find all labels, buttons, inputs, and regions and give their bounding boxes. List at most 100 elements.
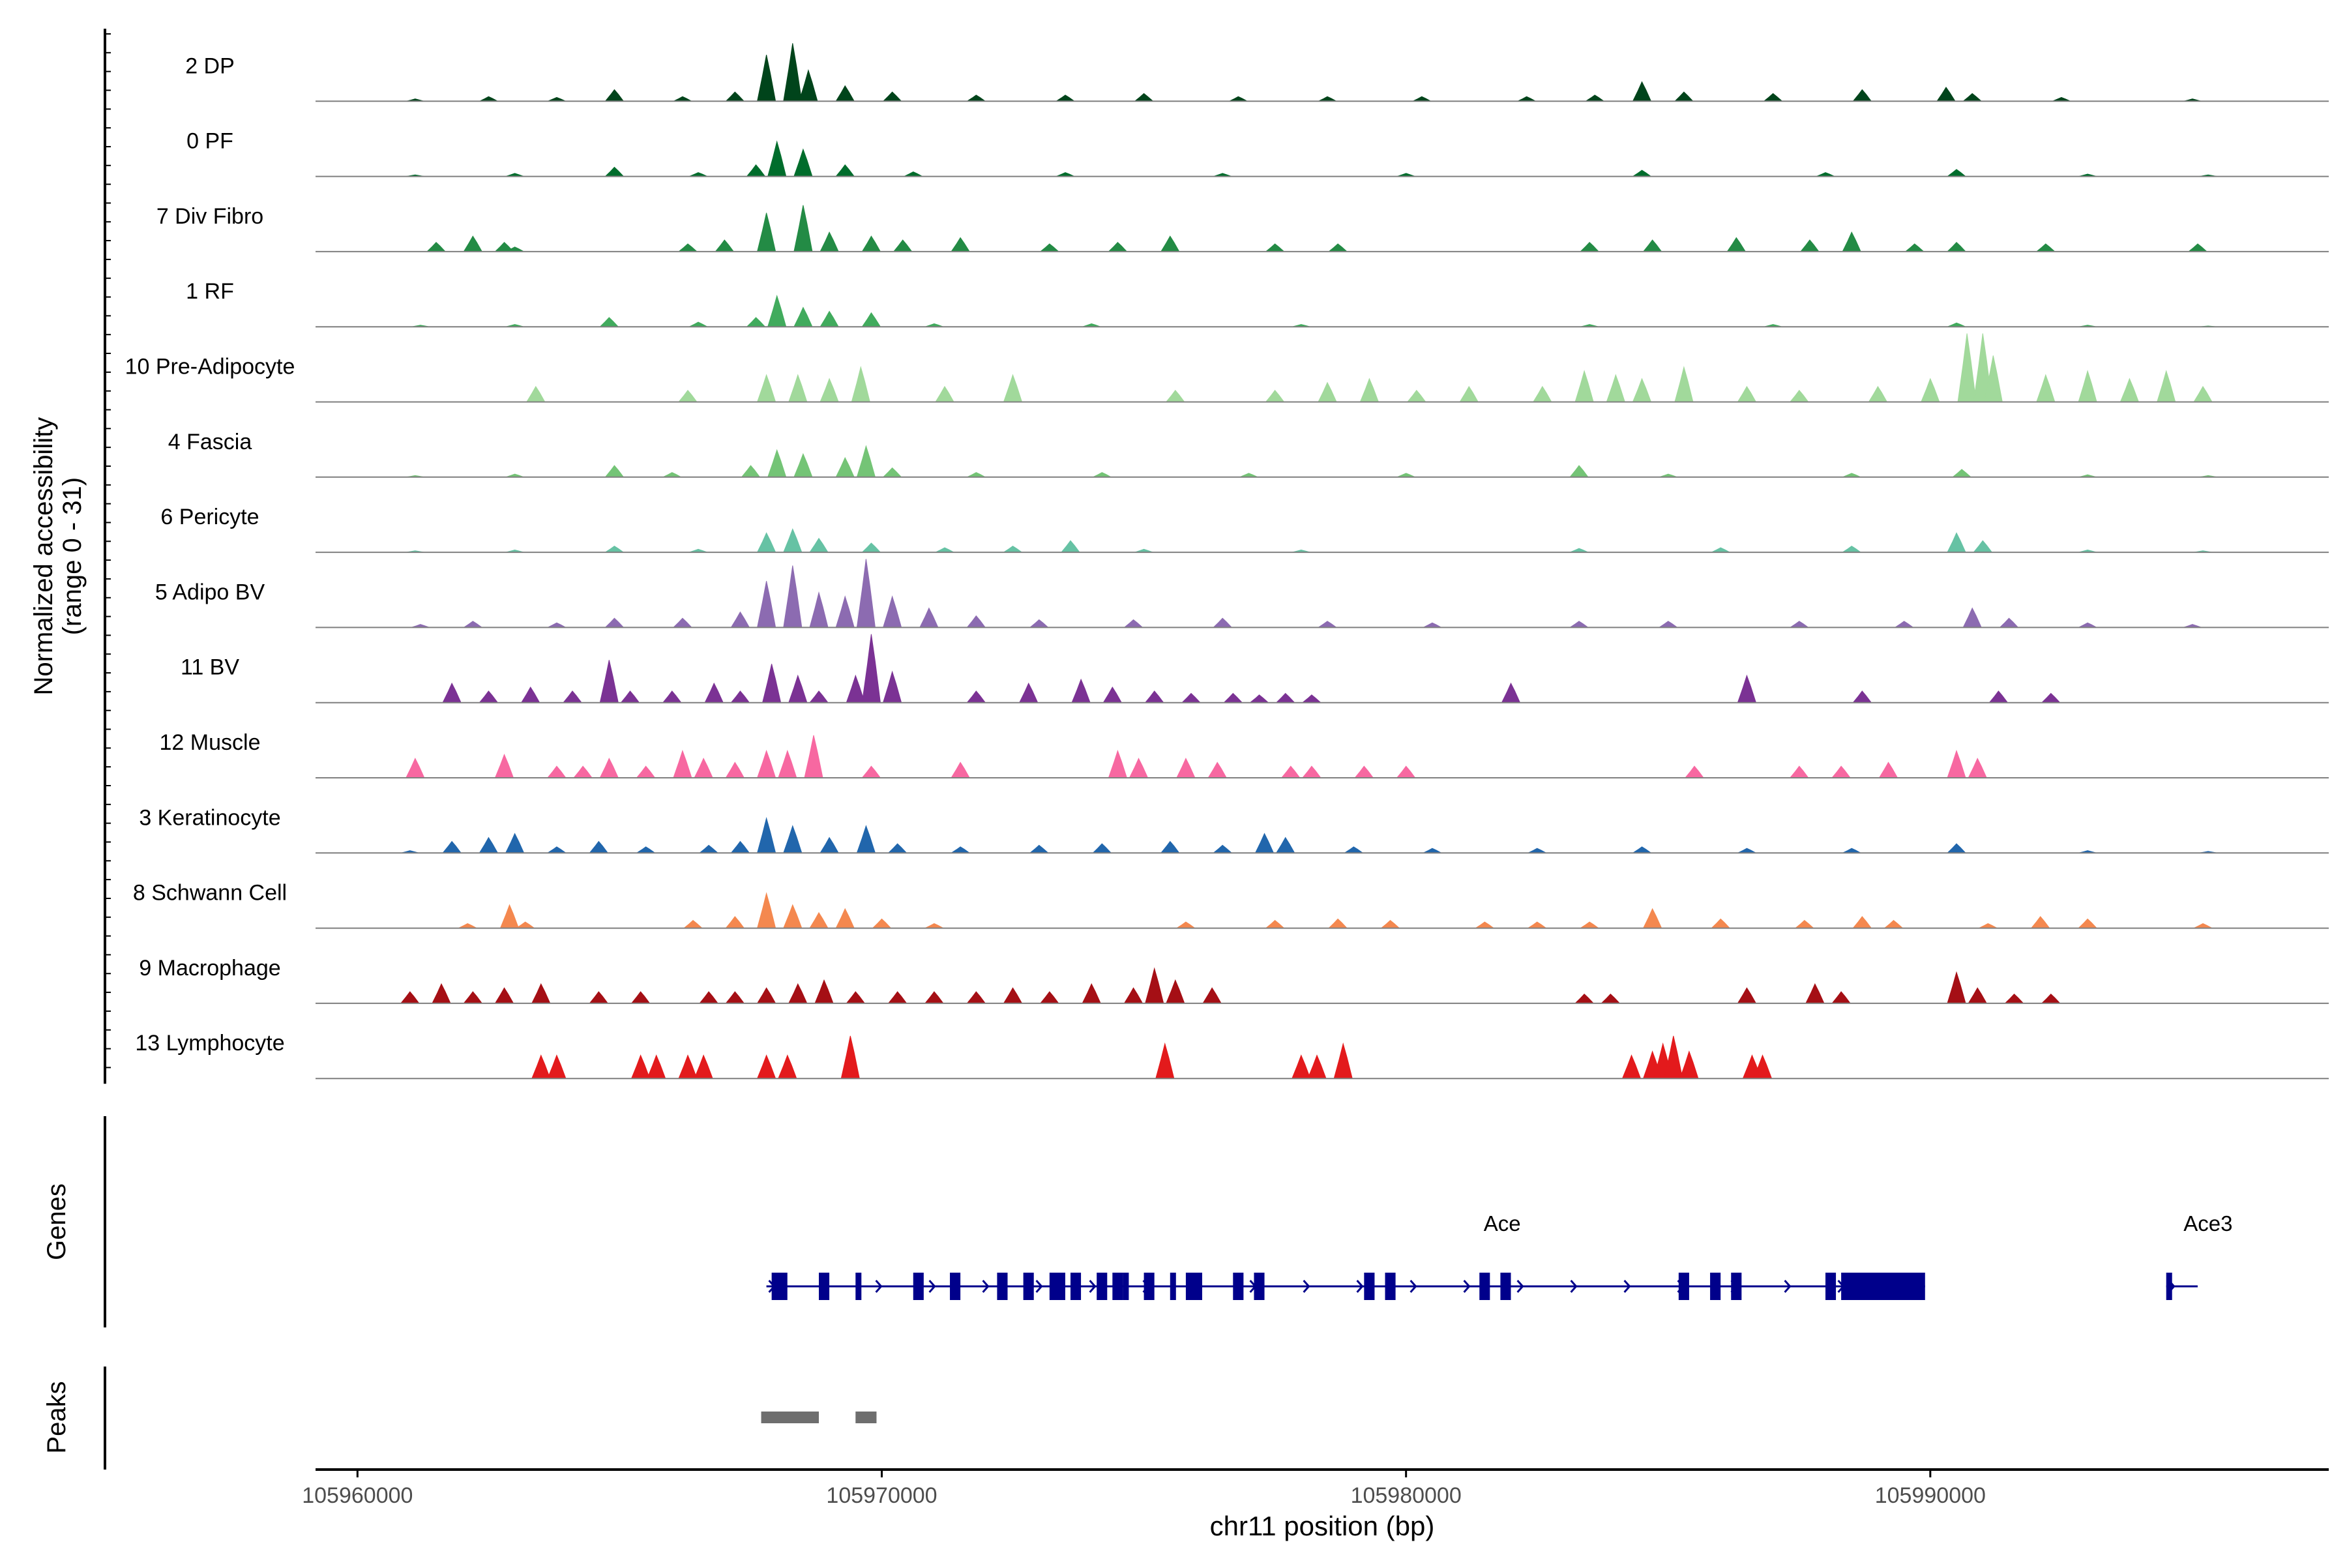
track-8-schwann-cell: 8 Schwann Cell — [133, 881, 2329, 929]
gene-exon — [913, 1273, 924, 1300]
gene-exon — [950, 1273, 961, 1300]
track-12-muscle: 12 Muscle — [160, 730, 2329, 778]
gene-exon — [1170, 1273, 1176, 1300]
track-label: 7 Div Fibro — [156, 204, 263, 229]
track-1-rf: 1 RF — [186, 279, 2329, 328]
track-label: 4 Fascia — [168, 430, 252, 454]
gene-ace3: Ace3 — [2166, 1211, 2232, 1300]
gene-exon — [1049, 1273, 1065, 1300]
gene-exon — [1825, 1273, 1837, 1300]
gene-exon — [1364, 1273, 1375, 1300]
track-11-bv: 11 BV — [181, 634, 2329, 703]
gene-exon — [1023, 1273, 1034, 1300]
gene-exon — [1479, 1273, 1490, 1300]
x-tick-label: 105970000 — [826, 1483, 937, 1508]
track-5-adipo-bv: 5 Adipo BV — [155, 559, 2329, 629]
coverage-area — [404, 735, 1987, 778]
gene-exon — [997, 1273, 1008, 1300]
track-9-macrophage: 9 Macrophage — [139, 956, 2329, 1004]
genes-panel: Ace Ace3 — [104, 1116, 2232, 1327]
track-label: 8 Schwann Cell — [133, 881, 287, 906]
tracks-layer: 2 DP 0 PF 7 Div Fibro 1 RF 10 Pre-Adipocyte 4… — [125, 43, 2329, 1080]
track-label: 10 Pre-Adipocyte — [125, 355, 295, 379]
coverage-area — [404, 43, 2202, 102]
track-6-pericyte: 6 Pericyte — [160, 505, 2329, 554]
track-label: 5 Adipo BV — [155, 580, 265, 604]
track-label: 1 RF — [186, 279, 234, 304]
coverage-area — [530, 1035, 1773, 1079]
track-label: 12 Muscle — [160, 730, 261, 755]
track-13-lymphocyte: 13 Lymphocyte — [135, 1031, 2329, 1080]
gene-exon — [1097, 1273, 1108, 1300]
coverage-area — [525, 333, 2213, 402]
gene-name-label: Ace — [1484, 1211, 1521, 1235]
track-label: 6 Pericyte — [160, 505, 259, 529]
gene-exon — [1123, 1273, 1129, 1300]
track-4-fascia: 4 Fascia — [168, 430, 2329, 478]
strand-arrow — [1035, 1280, 1043, 1293]
strand-arrow — [1463, 1280, 1471, 1293]
gene-exon — [1385, 1273, 1396, 1300]
peaks-panel — [104, 1367, 877, 1470]
strand-arrow — [1089, 1280, 1097, 1293]
strand-arrow — [1410, 1280, 1417, 1293]
coverage-area — [409, 559, 2202, 628]
track-label: 9 Macrophage — [139, 956, 280, 981]
gene-name-label: Ace3 — [2183, 1211, 2232, 1235]
x-axis-label: chr11 position (bp) — [1210, 1511, 1435, 1541]
y-axis-label-line2: (range 0 - 31) — [58, 477, 87, 635]
gene-exon — [2166, 1273, 2172, 1300]
coverage-area — [441, 634, 2061, 703]
gene-exon — [1185, 1273, 1196, 1300]
track-0-pf: 0 PF — [186, 129, 2329, 177]
gene-exon — [1254, 1273, 1265, 1300]
track-3-keratinocyte: 3 Keratinocyte — [139, 805, 2329, 854]
track-label: 11 BV — [181, 655, 239, 680]
strand-arrow — [875, 1280, 883, 1293]
gene-ace: Ace — [766, 1211, 1925, 1300]
peak-region — [855, 1412, 877, 1423]
gene-exon — [1731, 1273, 1742, 1300]
gene-exon — [1678, 1273, 1689, 1300]
gene-exon — [1841, 1273, 1925, 1300]
gene-exon — [1070, 1273, 1082, 1300]
coverage-area — [399, 967, 2061, 1004]
peaks-panel-label: Peaks — [42, 1381, 71, 1453]
strand-arrow — [1356, 1280, 1364, 1293]
gene-exon — [1196, 1273, 1202, 1300]
gene-exon — [1500, 1273, 1511, 1300]
track-10-pre-adipocyte: 10 Pre-Adipocyte — [125, 333, 2329, 403]
x-tick-label: 105990000 — [1875, 1483, 1986, 1508]
peak-region — [761, 1412, 819, 1423]
gene-exon — [819, 1273, 830, 1300]
coverage-area — [409, 294, 2218, 327]
gene-exon — [855, 1273, 862, 1300]
strand-arrow — [1303, 1280, 1310, 1293]
coverage-area — [404, 528, 2213, 553]
strand-arrow — [1784, 1280, 1792, 1293]
strand-arrow — [982, 1280, 990, 1293]
x-tick-label: 105960000 — [302, 1483, 413, 1508]
track-label: 13 Lymphocyte — [135, 1031, 284, 1056]
x-axis: 105960000 105970000 105980000 105990000 — [302, 1468, 2329, 1508]
gene-exon — [771, 1273, 788, 1300]
y-axis — [104, 29, 111, 1084]
strand-arrow — [1570, 1280, 1578, 1293]
coverage-area — [404, 140, 2218, 177]
strand-arrow — [1623, 1280, 1631, 1293]
strand-arrow — [1516, 1280, 1524, 1293]
coverage-area — [425, 205, 2208, 252]
track-2-dp: 2 DP — [185, 43, 2329, 102]
x-tick-label: 105980000 — [1351, 1483, 1462, 1508]
strand-arrow — [928, 1280, 936, 1293]
coverage-area — [457, 892, 2213, 929]
gene-exon — [1233, 1273, 1244, 1300]
gene-exon — [1710, 1273, 1721, 1300]
track-label: 2 DP — [185, 53, 235, 78]
y-axis-label-line1: Normalized accessibility — [29, 417, 58, 696]
coverage-area — [404, 445, 2218, 478]
track-label: 3 Keratinocyte — [139, 805, 280, 830]
coverage-area — [399, 816, 2218, 853]
